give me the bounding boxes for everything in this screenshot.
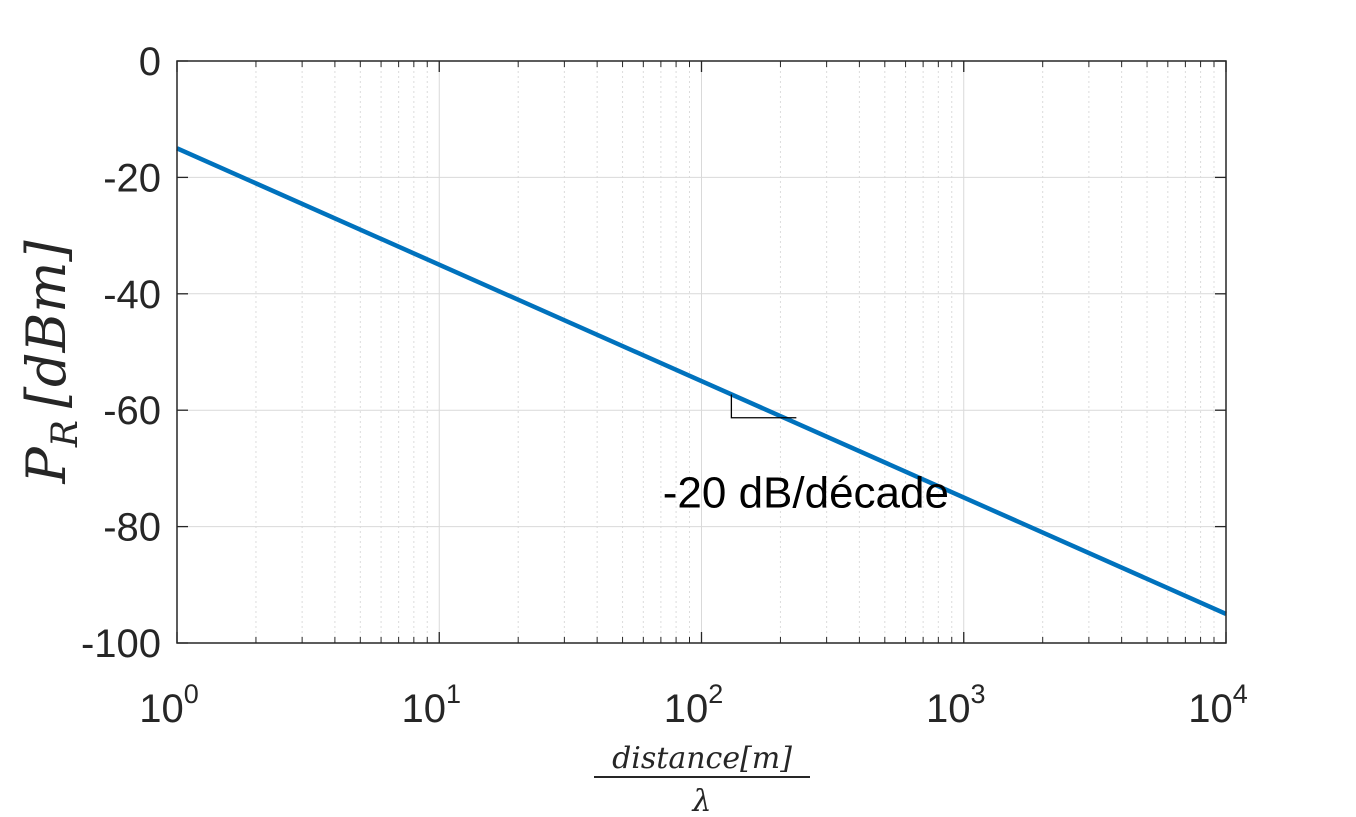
- x-tick-label: 103: [926, 679, 986, 731]
- y-label-sub: R: [45, 420, 86, 448]
- x-label-denominator: λ: [691, 784, 711, 817]
- y-tick-label: -80: [103, 506, 161, 550]
- data-line-path-loss: [176, 146, 1227, 616]
- x-tick-label: 101: [401, 679, 461, 731]
- x-tick-label: 104: [1188, 679, 1248, 731]
- y-axis-label: PR [dBm]: [15, 240, 86, 485]
- y-tick-label: -40: [103, 273, 161, 317]
- x-tick-label: 102: [664, 679, 724, 731]
- y-tick-label: -60: [103, 389, 161, 433]
- x-tick-labels: 100 101 102 103 104: [139, 679, 1248, 731]
- slope-marker-legs: [730, 394, 797, 419]
- svg-text:PR[dBm]: PR [dBm]: [15, 240, 86, 485]
- x-tick-label: 100: [139, 679, 199, 731]
- y-label-main: P: [15, 446, 78, 485]
- series-layer: [176, 146, 1227, 616]
- x-label-numerator: distance[m]: [612, 741, 792, 776]
- x-axis-label: distance[m] λ: [594, 741, 810, 817]
- minor-grid: [255, 61, 1215, 643]
- y-label-unit: [dBm]: [15, 240, 78, 409]
- slope-marker: [730, 394, 797, 419]
- y-tick-label: -20: [103, 156, 161, 200]
- tick-marks: [176, 60, 1227, 644]
- y-tick-label: 0: [139, 40, 161, 84]
- y-tick-label: -100: [81, 622, 161, 666]
- annotation-slope-label: -20 dB/décade: [663, 469, 949, 518]
- y-tick-labels: 0 -20 -40 -60 -80 -100: [81, 40, 161, 666]
